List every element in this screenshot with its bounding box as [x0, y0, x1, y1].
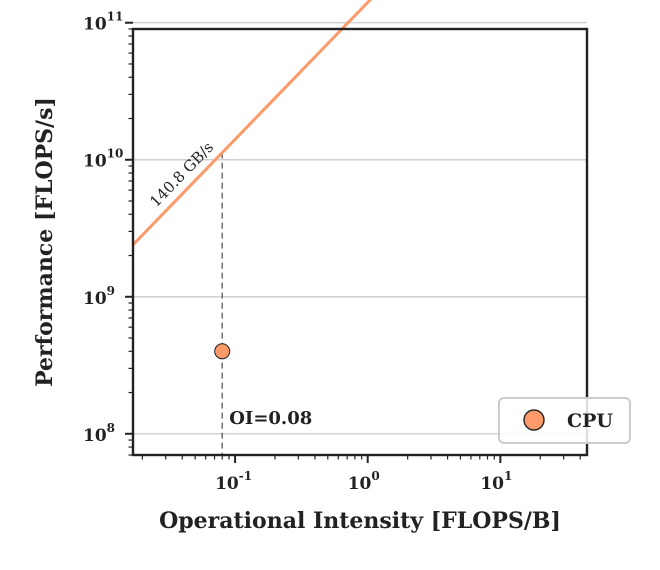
y-axis-title: Performance [FLOPS/s]: [32, 97, 58, 387]
legend-box: [498, 397, 631, 444]
roofline-layer: [131, 0, 373, 246]
x-tick-label: 10-1: [215, 469, 252, 494]
x-tick-label: 101: [480, 469, 512, 494]
data-point-cpu: [214, 343, 231, 360]
guide-lines: [221, 152, 223, 455]
legend-label-cpu: CPU: [567, 410, 613, 432]
grid-lines: [133, 22, 587, 435]
axis-ticks: 108 109 1010 1011 10-1 100 101: [83, 10, 512, 494]
minor-ticks: [128, 28, 581, 460]
oi-annotation: OI=0.08: [229, 408, 312, 429]
y-tick-label: 1010: [83, 147, 123, 172]
y-tick-label: 109: [83, 284, 115, 309]
plot-frame: [131, 27, 589, 457]
x-axis-title: Operational Intensity [FLOPS/B]: [159, 508, 561, 534]
legend-marker-cpu: [523, 409, 545, 431]
bandwidth-label: 140.8 GB/s: [146, 138, 217, 210]
memory-bound-line: [131, 0, 373, 246]
legend: CPU: [498, 397, 631, 444]
data-points: [214, 343, 231, 360]
x-tick-label: 100: [348, 469, 380, 494]
y-tick-label: 1011: [83, 10, 123, 35]
y-tick-label: 108: [83, 421, 115, 446]
